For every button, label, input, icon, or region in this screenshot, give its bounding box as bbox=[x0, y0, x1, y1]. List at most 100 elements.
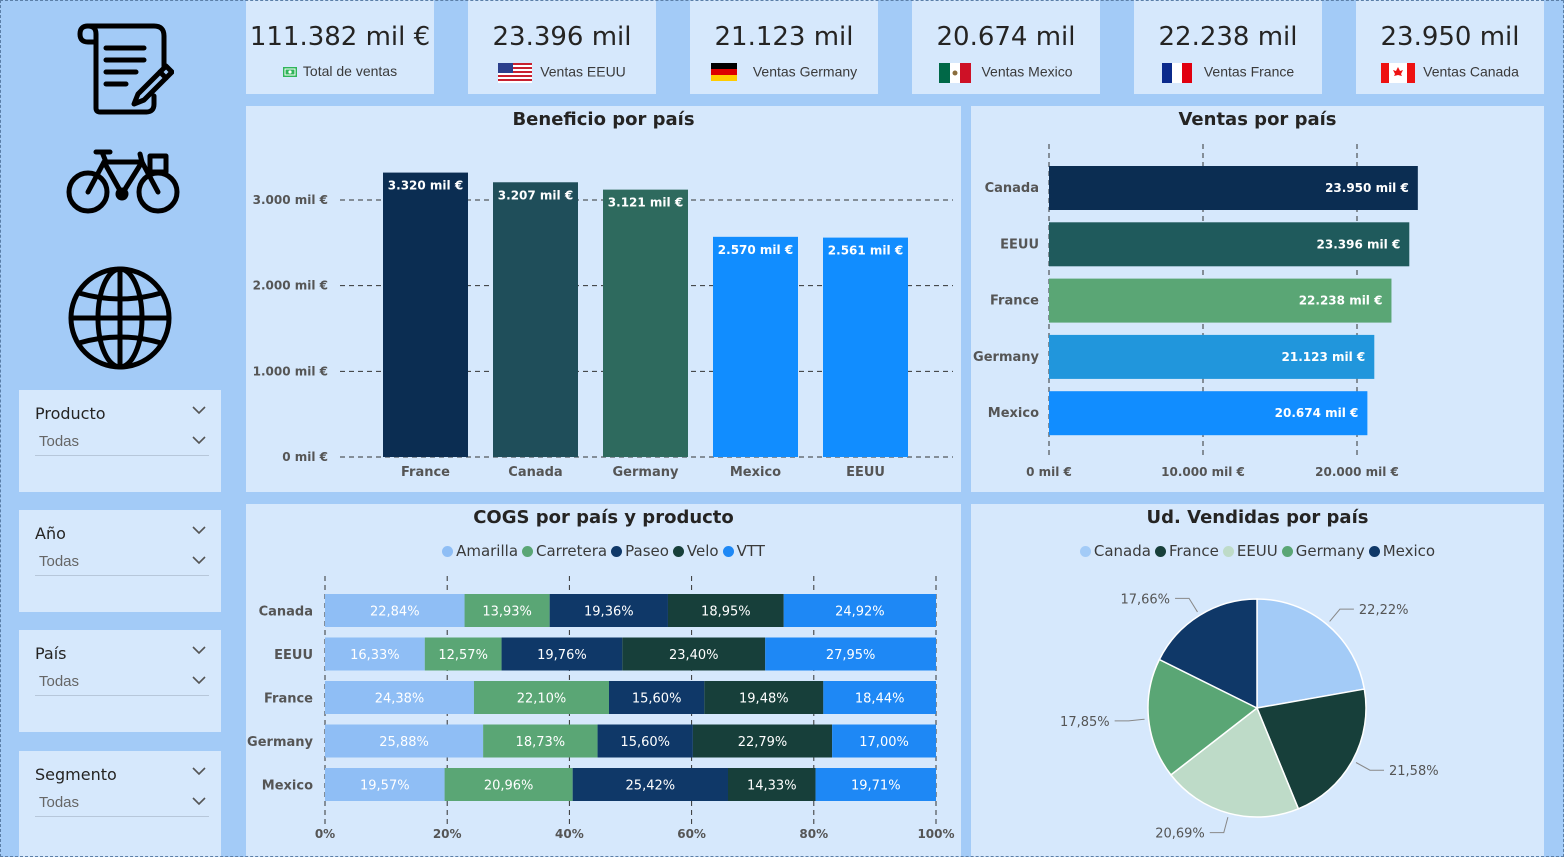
money-icon bbox=[282, 66, 299, 78]
data-label: 20,69% bbox=[1155, 827, 1205, 842]
stacked-segment[interactable] bbox=[483, 724, 598, 758]
chevron-down-icon[interactable] bbox=[191, 522, 207, 538]
pie-legend[interactable]: Canada France EEUU Germany Mexico bbox=[971, 542, 1544, 560]
stacked-segment[interactable] bbox=[823, 681, 936, 714]
pie-slice[interactable] bbox=[1169, 706, 1300, 818]
cogs-legend[interactable]: Amarilla Carretera Paseo Velo VTT bbox=[246, 542, 961, 560]
bar[interactable] bbox=[1049, 166, 1418, 210]
stacked-segment[interactable] bbox=[464, 594, 550, 627]
data-label: 13,93% bbox=[482, 605, 532, 620]
bar[interactable] bbox=[603, 189, 688, 457]
data-label: 17,85% bbox=[1060, 715, 1110, 730]
stacked-segment[interactable] bbox=[444, 768, 573, 801]
data-label: 27,95% bbox=[826, 648, 876, 663]
legend-marker bbox=[522, 546, 534, 557]
chevron-down-icon[interactable] bbox=[191, 402, 207, 418]
chevron-down-icon[interactable] bbox=[191, 432, 207, 448]
stacked-segment[interactable] bbox=[622, 637, 766, 671]
chevron-down-icon[interactable] bbox=[191, 672, 207, 688]
bar[interactable] bbox=[823, 237, 908, 457]
x-tick-label: 0 mil € bbox=[1026, 465, 1072, 479]
bar[interactable] bbox=[493, 182, 578, 457]
stacked-segment[interactable] bbox=[549, 594, 668, 627]
stacked-segment[interactable] bbox=[424, 637, 502, 671]
slicer-segmento: Segmento Todas bbox=[19, 751, 221, 857]
y-tick-label: 0 mil € bbox=[282, 450, 328, 464]
bar[interactable] bbox=[1049, 391, 1368, 436]
legend-item[interactable]: Amarilla bbox=[442, 542, 518, 560]
stacked-segment[interactable] bbox=[667, 594, 784, 627]
data-label: 24,38% bbox=[375, 692, 425, 707]
legend-item[interactable]: Canada bbox=[1079, 542, 1151, 560]
kpi-card: 23.396 mil Ventas EEUU bbox=[468, 0, 656, 94]
x-tick-label: 40% bbox=[555, 827, 584, 841]
bar[interactable] bbox=[713, 236, 798, 457]
legend-item[interactable]: VTT bbox=[722, 542, 765, 560]
data-label: 23,40% bbox=[669, 648, 719, 663]
stacked-segment[interactable] bbox=[815, 768, 936, 801]
stacked-segment[interactable] bbox=[325, 594, 465, 627]
bar[interactable] bbox=[383, 172, 468, 457]
kpi-label: Ventas France bbox=[1134, 63, 1322, 83]
slicer-title: País bbox=[35, 644, 67, 663]
legend-label: Amarilla bbox=[456, 542, 519, 560]
stacked-segment[interactable] bbox=[727, 768, 816, 801]
legend-item[interactable]: EEUU bbox=[1222, 542, 1278, 560]
stacked-segment[interactable] bbox=[597, 724, 693, 758]
data-label: 22.238 mil € bbox=[1299, 294, 1383, 308]
slicer-dropdown[interactable]: Todas bbox=[35, 666, 209, 696]
legend-item[interactable]: Carretera bbox=[522, 542, 607, 560]
stacked-segment[interactable] bbox=[608, 681, 705, 714]
x-tick-label: 10.000 mil € bbox=[1161, 465, 1245, 479]
data-label: 23.950 mil € bbox=[1325, 181, 1409, 195]
chevron-down-icon[interactable] bbox=[191, 763, 207, 779]
stacked-segment[interactable] bbox=[704, 681, 824, 714]
chevron-down-icon[interactable] bbox=[191, 642, 207, 658]
x-tick-label: Mexico bbox=[730, 465, 781, 480]
data-label: 22,22% bbox=[1359, 603, 1409, 618]
stacked-segment[interactable] bbox=[765, 637, 936, 671]
stacked-segment[interactable] bbox=[325, 768, 445, 801]
pie-slice[interactable] bbox=[1158, 598, 1258, 710]
y-tick-label: France bbox=[990, 294, 1039, 309]
x-tick-label: 60% bbox=[677, 827, 706, 841]
data-label: 22,84% bbox=[370, 605, 420, 620]
stacked-segment[interactable] bbox=[473, 681, 609, 714]
bar[interactable] bbox=[1049, 334, 1375, 379]
slicer-dropdown[interactable]: Todas bbox=[35, 546, 209, 576]
stacked-segment[interactable] bbox=[832, 724, 936, 758]
pie-slice[interactable] bbox=[1256, 598, 1366, 709]
leader-line bbox=[1114, 718, 1145, 722]
bar[interactable] bbox=[1049, 222, 1410, 267]
slicer-dropdown[interactable]: Todas bbox=[35, 426, 209, 456]
pie-slice[interactable] bbox=[1255, 688, 1367, 810]
chart-title: Beneficio por país bbox=[512, 109, 695, 130]
stacked-segment[interactable] bbox=[501, 637, 623, 671]
x-tick-label: EEUU bbox=[846, 465, 885, 480]
data-label: 12,57% bbox=[438, 648, 488, 663]
legend-label: EEUU bbox=[1236, 542, 1278, 560]
stacked-segment[interactable] bbox=[325, 681, 474, 714]
stacked-segment[interactable] bbox=[692, 724, 833, 758]
stacked-segment[interactable] bbox=[325, 724, 484, 758]
france-flag-icon bbox=[1161, 63, 1196, 83]
pie-slice[interactable] bbox=[1147, 658, 1259, 776]
chevron-down-icon[interactable] bbox=[191, 793, 207, 809]
slicer-dropdown[interactable]: Todas bbox=[35, 787, 209, 817]
legend-item[interactable]: Paseo bbox=[611, 542, 669, 560]
stacked-segment[interactable] bbox=[572, 768, 728, 801]
legend-item[interactable]: Mexico bbox=[1368, 542, 1435, 560]
bar[interactable] bbox=[1049, 278, 1392, 323]
data-label: 3.320 mil € bbox=[388, 179, 463, 193]
data-label: 19,48% bbox=[739, 692, 789, 707]
legend-item[interactable]: Germany bbox=[1281, 542, 1365, 560]
legend-item[interactable]: France bbox=[1154, 542, 1219, 560]
kpi-value: 23.950 mil bbox=[1380, 22, 1520, 52]
x-tick-label: 0% bbox=[315, 827, 335, 841]
stacked-segment[interactable] bbox=[325, 637, 425, 671]
legend-label: France bbox=[1168, 542, 1219, 560]
chevron-down-icon[interactable] bbox=[191, 552, 207, 568]
legend-item[interactable]: Velo bbox=[672, 542, 719, 560]
legend-marker bbox=[672, 546, 684, 557]
stacked-segment[interactable] bbox=[783, 594, 936, 627]
